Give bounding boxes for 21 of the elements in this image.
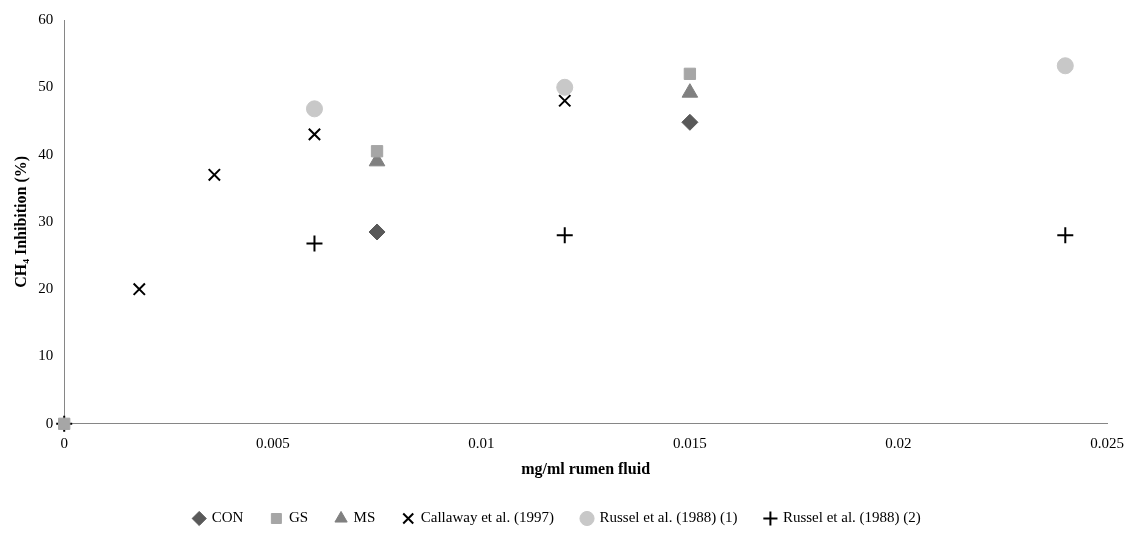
legend-label: Russel et al. (1988) (2) (782, 509, 921, 527)
x-tick-label: 0.005 (255, 434, 290, 451)
y-tick-label: 50 (38, 78, 54, 95)
x-axis-title: mg/ml rumen fluid (521, 459, 651, 478)
x-tick-label: 0 (60, 434, 68, 451)
y-tick-label: 30 (38, 212, 54, 229)
x-tick-label: 0.025 (1090, 434, 1124, 451)
x-tick-label: 0.02 (885, 434, 912, 451)
y-tick-label: 60 (38, 10, 54, 27)
legend-label: GS (288, 509, 309, 526)
legend-label: Russel et al. (1988) (1) (599, 509, 738, 527)
legend-label: MS (353, 509, 376, 526)
legend-label: CON (211, 509, 244, 526)
y-axis-title: CH₄ Inhibition (%) (11, 155, 30, 288)
y-tick-label: 20 (38, 280, 54, 297)
y-tick-label: 0 (45, 414, 54, 431)
y-tick-label: 10 (38, 347, 54, 364)
legend-label: Callaway et al. (1997) (420, 509, 555, 527)
x-tick-label: 0.015 (673, 434, 707, 451)
x-tick-label: 0.01 (468, 434, 495, 451)
y-tick-label: 40 (38, 145, 54, 162)
